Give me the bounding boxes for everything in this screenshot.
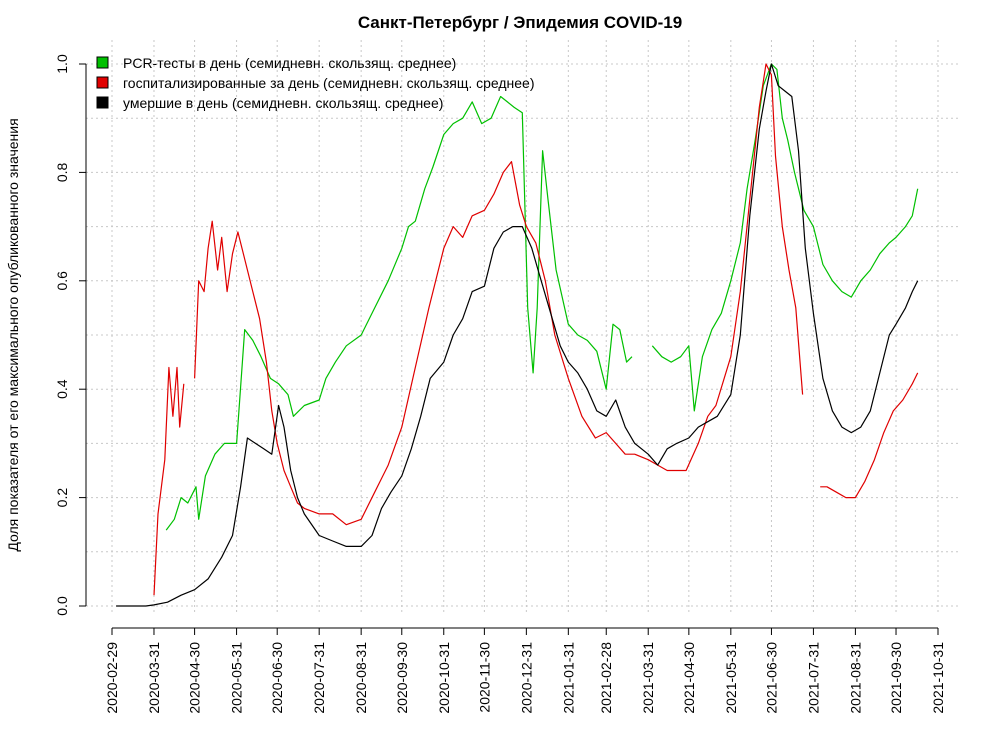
y-tick-label: 0.8 bbox=[54, 162, 70, 182]
legend-label-1: PCR-тесты в день (семидневн. скользящ. с… bbox=[123, 55, 456, 71]
axes: 0.0 0.2 0.4 0.6 0.8 1.0 2020-02-29 2020-03-31 20… bbox=[54, 54, 946, 714]
legend-swatch-1 bbox=[96, 56, 109, 69]
x-tick-label: 2021-03-31 bbox=[640, 642, 656, 714]
legend-swatch-3 bbox=[96, 96, 109, 109]
series-line-2 bbox=[194, 63, 804, 526]
x-tick-label: 2020-07-31 bbox=[311, 642, 327, 714]
series-line-1 bbox=[651, 63, 919, 412]
x-tick-label: 2021-06-30 bbox=[763, 642, 779, 714]
x-tick-label: 2020-12-31 bbox=[518, 642, 534, 714]
legend: PCR-тесты в день (семидневн. скользящ. с… bbox=[96, 55, 535, 111]
plot-lines bbox=[116, 63, 919, 607]
x-tick-label: 2021-04-30 bbox=[681, 642, 697, 714]
x-tick-label: 2020-10-31 bbox=[436, 642, 452, 714]
x-tick-label: 2021-08-31 bbox=[847, 642, 863, 714]
y-tick-label: 0.0 bbox=[54, 596, 70, 616]
series-line-2 bbox=[820, 372, 919, 499]
legend-swatch-2 bbox=[96, 76, 109, 89]
x-tick-label: 2020-06-30 bbox=[269, 642, 285, 714]
x-tick-label: 2020-08-31 bbox=[353, 642, 369, 714]
series-line-3 bbox=[116, 63, 919, 607]
y-tick-label: 0.4 bbox=[54, 379, 70, 399]
x-tick-label: 2020-09-30 bbox=[394, 642, 410, 714]
y-axis-label: Доля показателя от его максимального опу… bbox=[5, 118, 21, 551]
series-line-2 bbox=[153, 366, 185, 596]
legend-label-3: умершие в день (семидневн. скользящ. сре… bbox=[123, 95, 443, 111]
y-tick-label: 1.0 bbox=[54, 54, 70, 74]
x-tick-label: 2021-10-31 bbox=[930, 642, 946, 714]
x-tick-label: 2021-07-31 bbox=[805, 642, 821, 714]
x-tick-label: 2020-05-31 bbox=[229, 642, 245, 714]
x-tick-label: 2020-11-30 bbox=[476, 642, 492, 713]
x-tick-label: 2020-04-30 bbox=[187, 642, 203, 714]
x-tick-label: 2021-02-28 bbox=[598, 642, 614, 714]
y-tick-label: 0.6 bbox=[54, 271, 70, 291]
x-tick-label: 2020-02-29 bbox=[104, 642, 120, 714]
y-tick-label: 0.2 bbox=[54, 488, 70, 508]
chart-title: Санкт-Петербург / Эпидемия COVID-19 bbox=[358, 13, 682, 32]
series-line-1 bbox=[165, 95, 633, 531]
legend-label-2: госпитализированные за день (семидневн. … bbox=[123, 75, 535, 91]
x-tick-label: 2021-05-31 bbox=[723, 642, 739, 714]
x-tick-label: 2021-09-30 bbox=[888, 642, 904, 714]
x-tick-label: 2020-03-31 bbox=[146, 642, 162, 714]
x-tick-label: 2021-01-31 bbox=[560, 642, 576, 714]
